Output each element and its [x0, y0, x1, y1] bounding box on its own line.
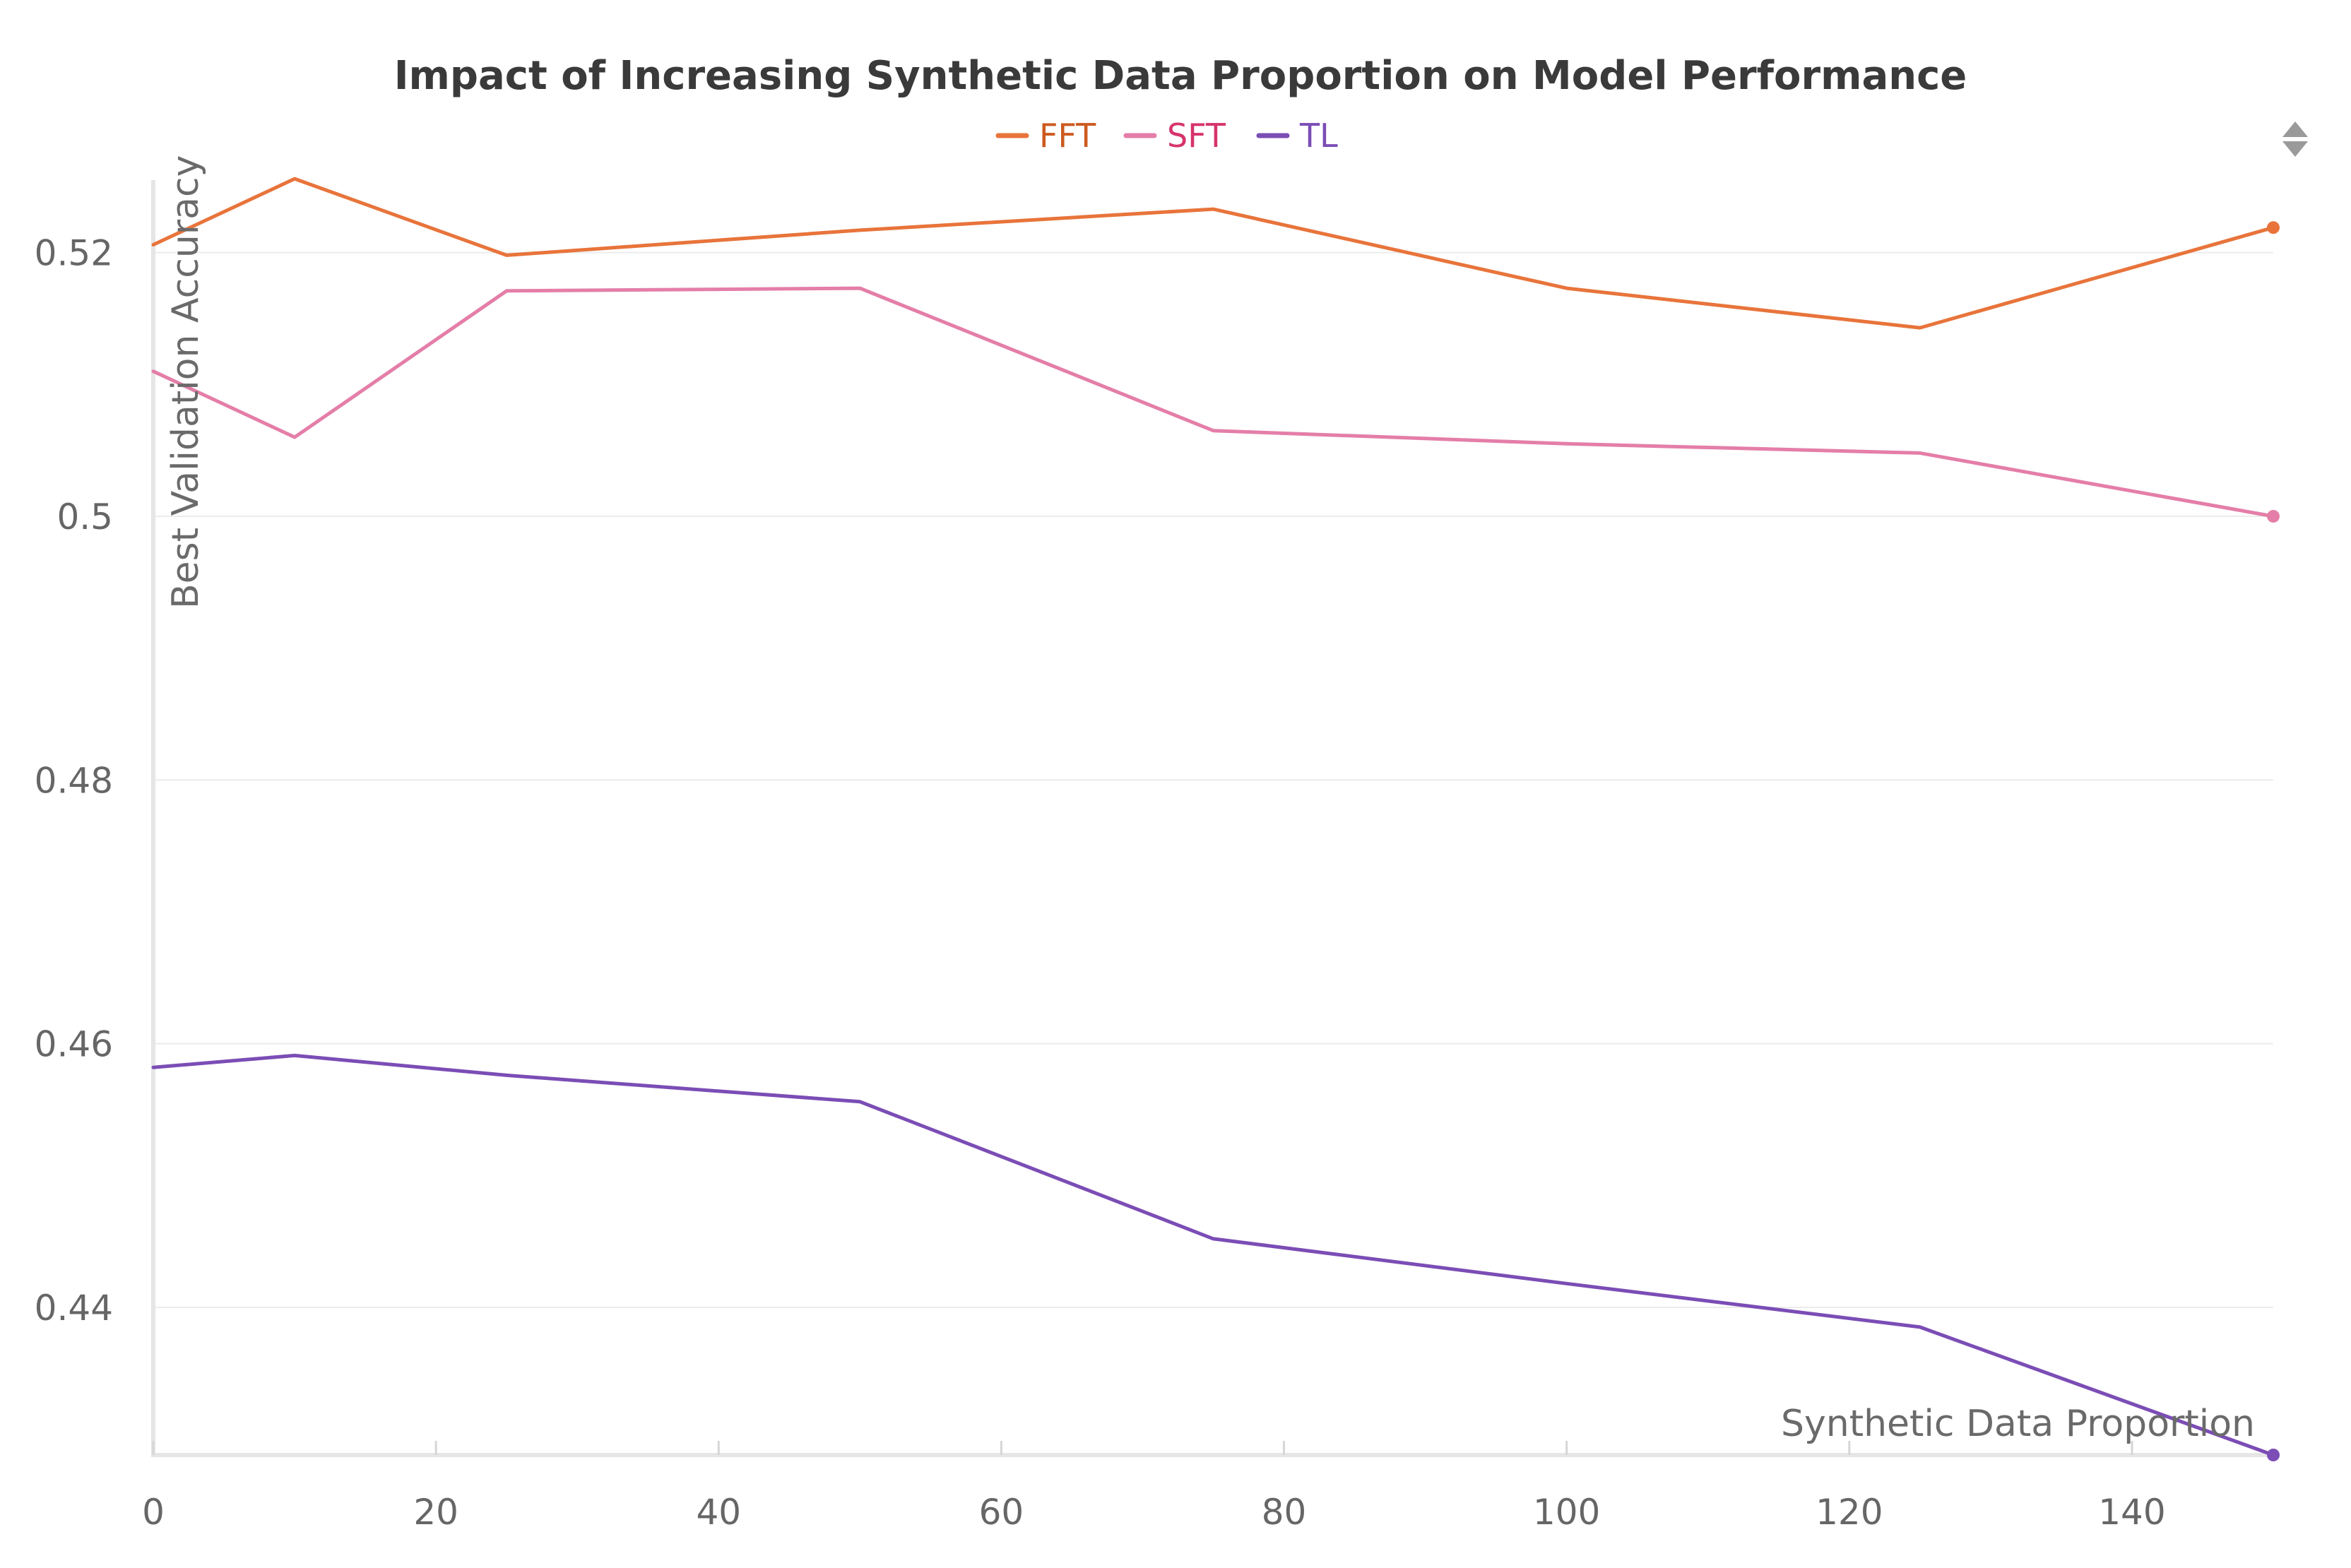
series-line-sft[interactable]	[151, 286, 2275, 518]
y-tick-label: 0.46	[35, 1024, 113, 1065]
series-end-point-sft[interactable]	[2267, 509, 2280, 523]
x-tick-label: 120	[1816, 1492, 1883, 1533]
series-points	[2267, 221, 2280, 1461]
legend-item-sft[interactable]: SFT	[1123, 117, 1226, 155]
legend-label: TL	[1299, 117, 1338, 155]
x-tick-label: 0	[142, 1492, 165, 1533]
x-tick-label: 20	[413, 1492, 458, 1533]
x-ticks: 0 20 40 60 80 100 120 140	[142, 1441, 2166, 1533]
x-tick-label: 40	[696, 1492, 741, 1533]
x-tick-label: 80	[1262, 1492, 1307, 1533]
gridlines	[153, 251, 2273, 1308]
legend-item-tl[interactable]: TL	[1256, 117, 1338, 155]
chart-title: Impact of Increasing Synthetic Data Prop…	[394, 53, 1967, 99]
legend-label: SFT	[1167, 117, 1226, 155]
y-tick-label: 0.48	[35, 760, 113, 801]
chevron-down-icon	[2282, 141, 2308, 157]
y-tick-label: 0.44	[35, 1288, 113, 1329]
x-axis-title: Synthetic Data Proportion	[1781, 1403, 2255, 1445]
legend-item-fft[interactable]: FFT	[995, 117, 1096, 155]
series-line-fft[interactable]	[151, 177, 2275, 330]
x-tick-label: 60	[979, 1492, 1024, 1533]
y-tick-label: 0.52	[35, 233, 113, 274]
y-tick-label: 0.5	[57, 497, 113, 537]
axes	[151, 180, 2273, 1457]
series-lines	[151, 177, 2275, 1457]
x-tick-label: 140	[2098, 1492, 2165, 1533]
expand-collapse-icon[interactable]	[2282, 121, 2308, 157]
chevron-up-icon	[2282, 121, 2308, 137]
x-tick-label: 100	[1533, 1492, 1600, 1533]
y-axis-title: Best Validation Accuracy	[165, 155, 207, 609]
legend-label: FFT	[1039, 117, 1096, 155]
series-end-point-fft[interactable]	[2267, 221, 2280, 234]
series-end-point-tl[interactable]	[2267, 1449, 2280, 1461]
legend[interactable]: FFT SFT TL	[995, 117, 1338, 155]
y-ticks: 0.44 0.46 0.48 0.5 0.52	[35, 233, 113, 1329]
series-line-tl[interactable]	[151, 1053, 2275, 1457]
